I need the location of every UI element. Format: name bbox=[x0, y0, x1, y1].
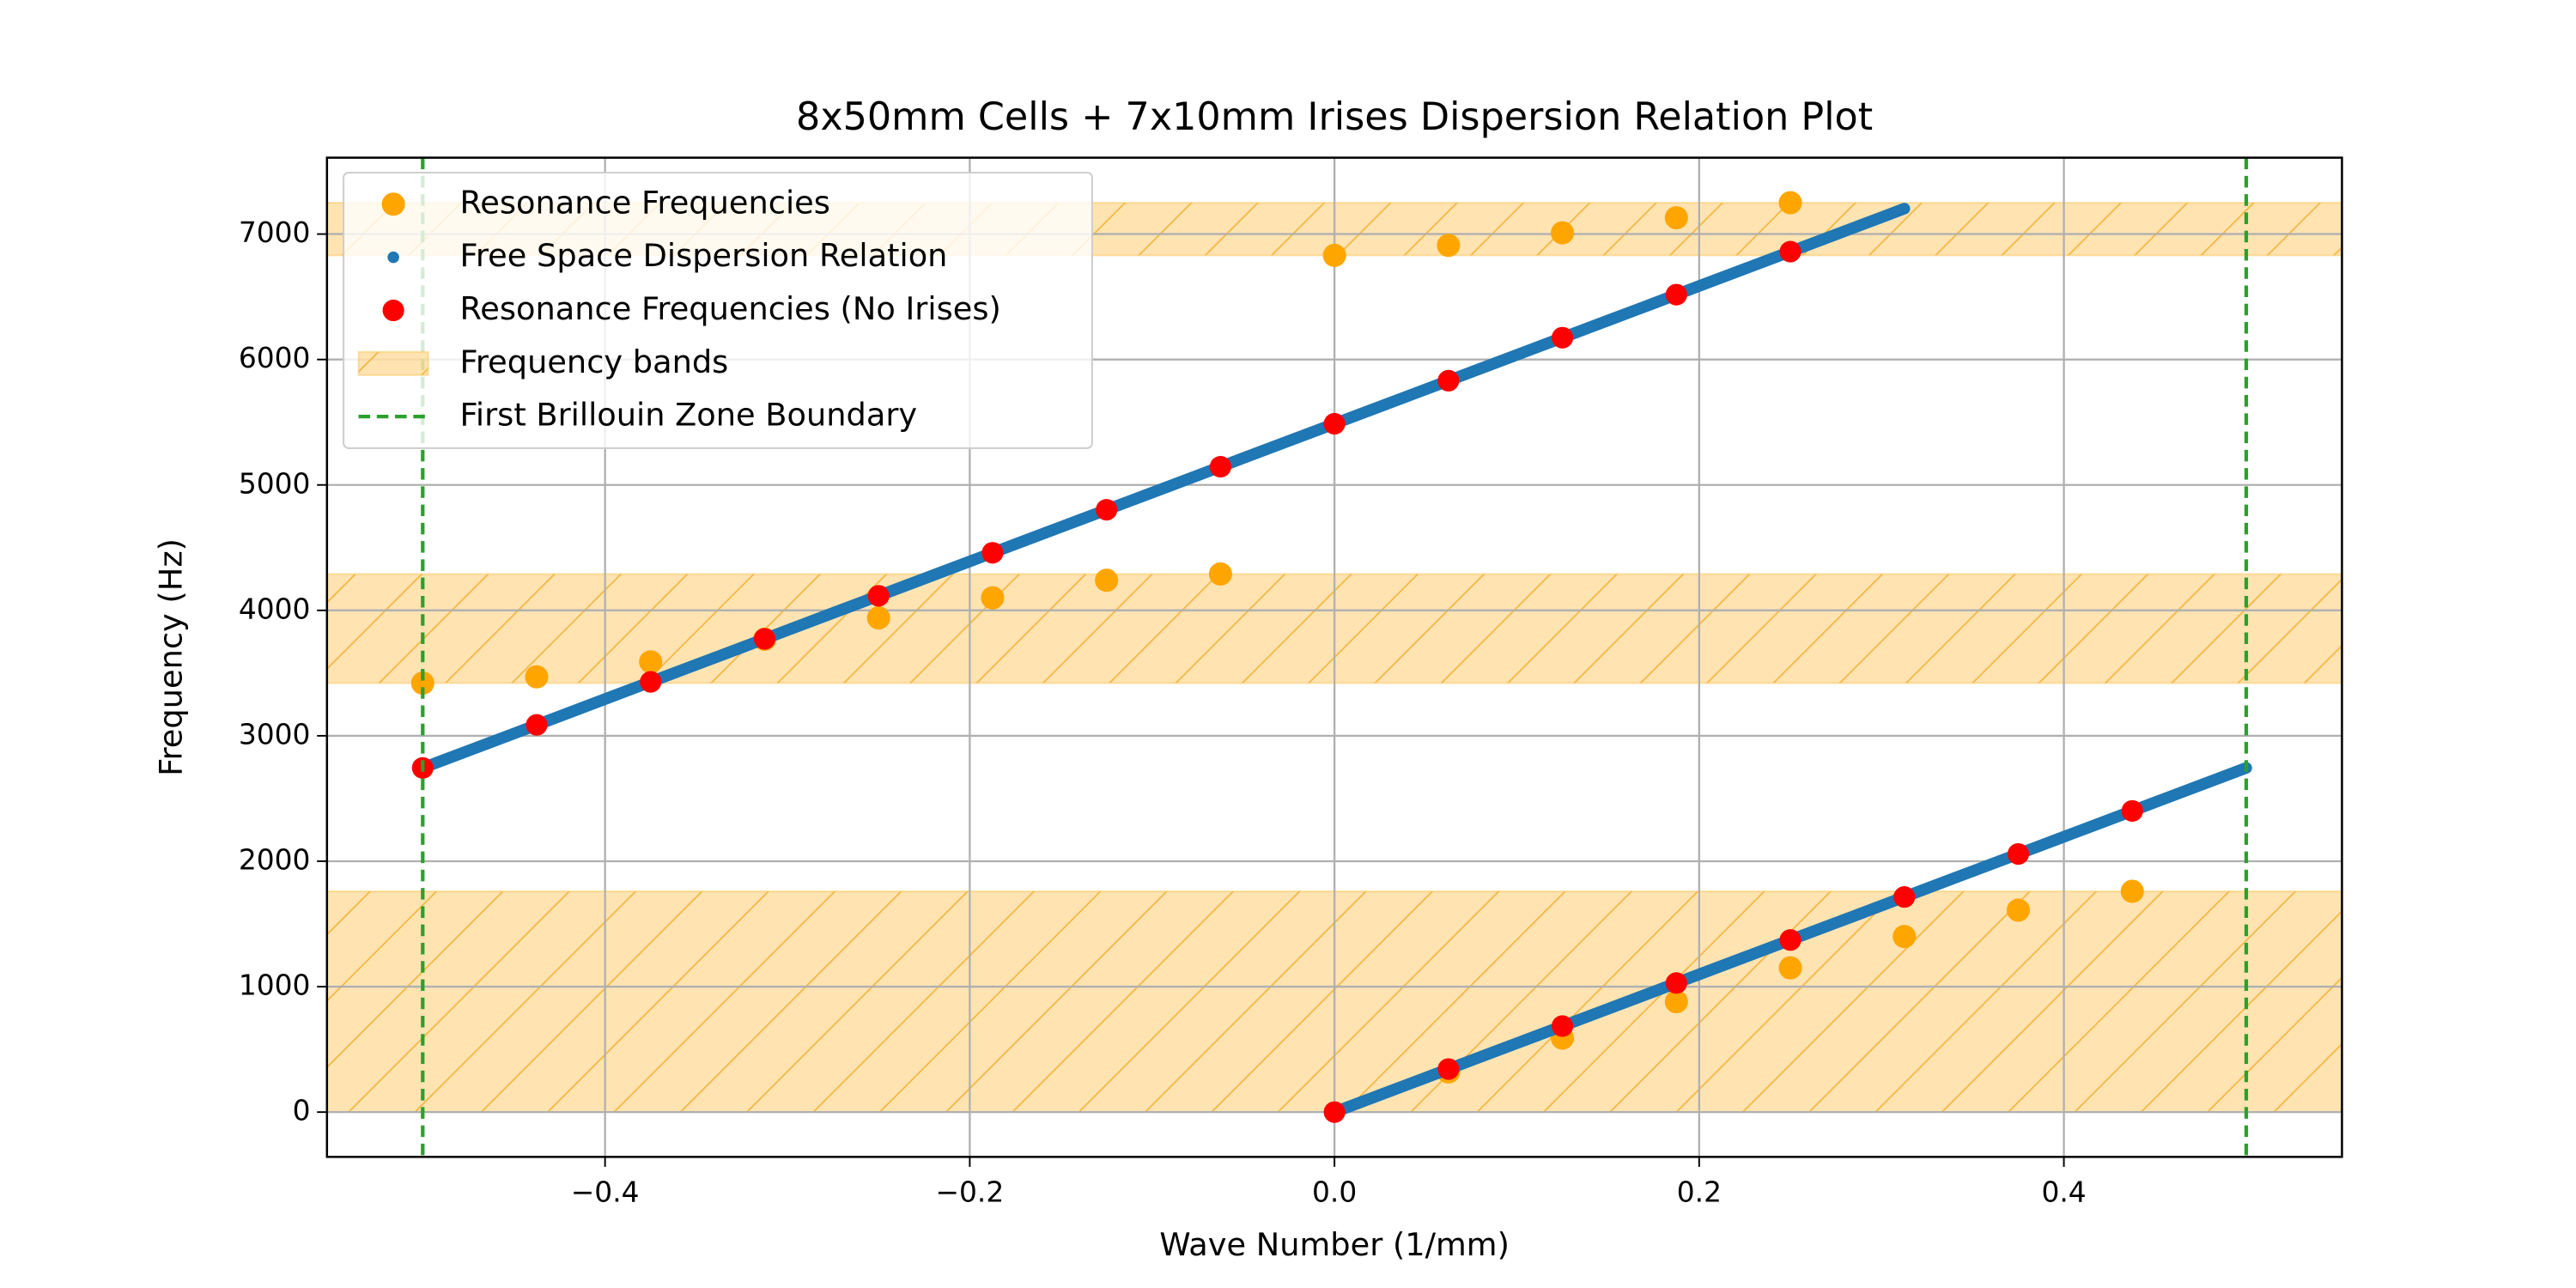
point bbox=[1323, 1101, 1346, 1123]
point bbox=[1664, 206, 1688, 230]
point bbox=[1552, 1015, 1574, 1037]
point bbox=[639, 650, 663, 674]
y-tick-label: 1000 bbox=[239, 969, 311, 1002]
point bbox=[2121, 799, 2143, 822]
y-tick-label: 3000 bbox=[239, 717, 311, 750]
point bbox=[981, 586, 1005, 610]
point bbox=[2006, 898, 2031, 922]
legend-marker bbox=[382, 299, 404, 322]
point bbox=[1893, 886, 1916, 908]
y-axis-label: Frequency (Hz) bbox=[153, 538, 190, 776]
point bbox=[1665, 972, 1687, 994]
legend-marker bbox=[387, 251, 399, 264]
plot-frame bbox=[325, 156, 2343, 1158]
point bbox=[1551, 221, 1575, 245]
point bbox=[1664, 990, 1688, 1014]
y-tick-label: 7000 bbox=[239, 216, 311, 249]
point bbox=[1778, 191, 1802, 215]
x-tick-label: −0.2 bbox=[935, 1175, 1004, 1208]
point bbox=[526, 714, 548, 736]
legend-hatch bbox=[358, 351, 428, 375]
point bbox=[1209, 456, 1231, 478]
legend-label: First Brillouin Zone Boundary bbox=[459, 397, 917, 434]
point bbox=[1779, 929, 1801, 951]
y-tick-label: 0 bbox=[293, 1094, 311, 1127]
point bbox=[753, 628, 776, 650]
x-tick-label: 0.2 bbox=[1677, 1175, 1722, 1208]
chart-title: 8x50mm Cells + 7x10mm Irises Dispersion … bbox=[796, 95, 1873, 139]
y-tick-label: 2000 bbox=[239, 842, 311, 876]
x-tick-label: −0.4 bbox=[571, 1175, 640, 1208]
point bbox=[1778, 956, 1802, 980]
point bbox=[640, 671, 662, 693]
point bbox=[1096, 499, 1118, 521]
point bbox=[1437, 1058, 1460, 1080]
point bbox=[525, 665, 549, 689]
legend-marker bbox=[381, 192, 405, 216]
point bbox=[1665, 283, 1687, 306]
y-tick-label: 4000 bbox=[239, 592, 311, 625]
point bbox=[1552, 326, 1574, 349]
point bbox=[867, 585, 890, 607]
y-tick-label: 5000 bbox=[239, 466, 311, 500]
point bbox=[981, 542, 1004, 564]
point bbox=[1779, 240, 1801, 263]
legend-label: Free Space Dispersion Relation bbox=[459, 237, 947, 274]
point bbox=[1095, 568, 1119, 592]
point bbox=[2007, 842, 2030, 866]
point bbox=[1323, 412, 1346, 435]
x-axis-label: Wave Number (1/mm) bbox=[1159, 1226, 1510, 1263]
point bbox=[866, 606, 890, 630]
point bbox=[1322, 243, 1346, 267]
point bbox=[2120, 879, 2144, 903]
point bbox=[1893, 925, 1917, 949]
x-tick-label: 0.0 bbox=[1312, 1175, 1357, 1208]
legend-label: Frequency bands bbox=[459, 343, 728, 380]
y-tick-label: 6000 bbox=[239, 341, 311, 374]
x-tick-label: 0.4 bbox=[2041, 1175, 2086, 1208]
point bbox=[410, 671, 434, 696]
legend-label: Resonance Frequencies bbox=[459, 184, 829, 221]
point bbox=[1208, 562, 1232, 586]
point bbox=[1437, 369, 1460, 392]
legend-label: Resonance Frequencies (No Irises) bbox=[459, 290, 1000, 327]
legend-box bbox=[343, 172, 1093, 449]
point bbox=[1437, 234, 1461, 258]
